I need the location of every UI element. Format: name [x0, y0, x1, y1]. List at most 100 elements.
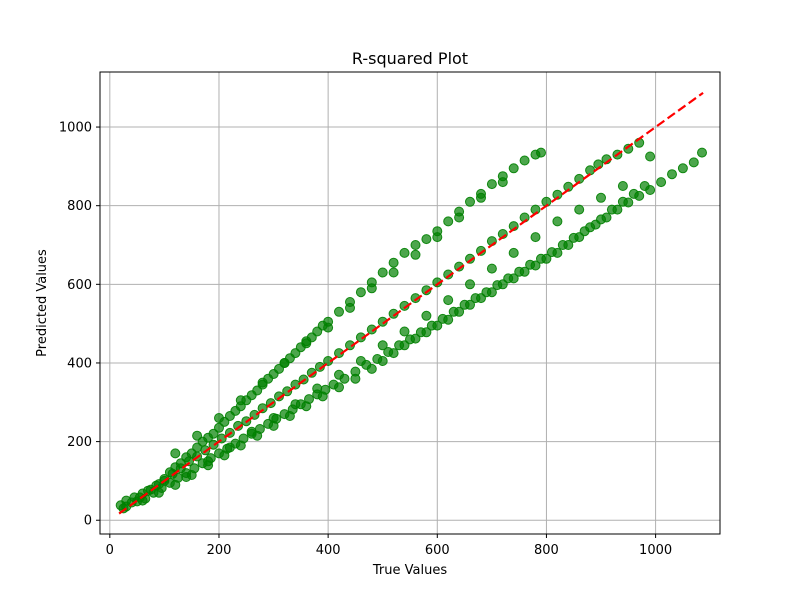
scatter-point — [443, 295, 454, 306]
scatter-point — [536, 147, 546, 158]
x-axis-label: True Values — [372, 563, 447, 578]
scatter-point — [377, 356, 388, 366]
scatter-point — [552, 216, 563, 227]
scatter-point — [574, 204, 585, 215]
scatter-point — [399, 340, 410, 351]
scatter-point — [667, 169, 677, 180]
scatter-point — [617, 196, 628, 207]
scatter-point — [268, 413, 279, 423]
scatter-point — [410, 249, 421, 260]
scatter-point — [541, 253, 552, 264]
scatter-point — [377, 267, 388, 278]
scatter-point — [355, 356, 366, 366]
scatter-point — [355, 287, 366, 298]
x-tick-label: 200 — [207, 543, 232, 558]
scatter-point — [486, 263, 497, 274]
scatter-point — [399, 247, 410, 258]
scatter-point — [246, 426, 257, 437]
scatter-point — [301, 401, 312, 412]
reference-line — [118, 91, 704, 515]
scatter-point — [552, 247, 563, 258]
scatter-point — [257, 377, 268, 388]
scatter-point — [377, 340, 388, 351]
scatter-point — [574, 232, 585, 243]
scatter-point — [508, 273, 519, 284]
scatter-point — [454, 212, 465, 223]
scatter-point — [645, 151, 656, 162]
scatter-point — [334, 382, 344, 393]
scatter-point — [421, 310, 432, 321]
plot-frame — [99, 71, 721, 535]
y-tick-label: 400 — [67, 356, 92, 371]
scatter-point — [312, 383, 323, 394]
scatter-point — [421, 327, 432, 338]
scatter-point — [465, 299, 475, 310]
scatter-point — [214, 413, 224, 423]
y-tick-label: 600 — [67, 278, 92, 293]
y-axis-ticks: 0 200 400 600 800 1000 — [59, 121, 100, 529]
chart-title: R-squared Plot — [352, 49, 468, 68]
scatter-point — [235, 440, 246, 451]
scatter-point — [443, 314, 454, 325]
scatter-point — [170, 479, 181, 490]
x-tick-label: 0 — [106, 543, 114, 558]
scatter-point — [617, 181, 628, 191]
scatter-point — [366, 283, 377, 294]
scatter-point — [656, 177, 667, 188]
scatter-point — [410, 333, 421, 344]
x-tick-label: 600 — [425, 543, 450, 558]
scatter-point — [677, 163, 688, 174]
scatter-point — [181, 472, 192, 482]
scatter-point — [486, 179, 497, 190]
x-axis-ticks: 0 200 400 600 800 1000 — [106, 534, 672, 558]
scatter-point — [596, 214, 606, 225]
scatter-point — [432, 232, 443, 243]
scatter-point — [628, 188, 639, 199]
scatter-point — [465, 279, 475, 290]
scatter-point — [301, 338, 312, 349]
y-axis-label: Predicted Values — [35, 249, 50, 357]
scatter-point — [697, 147, 707, 158]
scatter-point — [508, 247, 519, 258]
scatter-point — [399, 326, 410, 337]
scatter-point — [170, 448, 181, 459]
scatter-point — [432, 320, 443, 331]
scatter-point — [585, 222, 596, 233]
y-tick-label: 1000 — [59, 121, 92, 136]
scatter-point — [552, 189, 563, 200]
scatter-point — [350, 373, 361, 384]
scatter-point — [290, 399, 301, 410]
scatter-point — [279, 358, 290, 368]
scatter-point — [235, 395, 246, 406]
scatter-point — [345, 302, 355, 313]
scatter-point — [323, 322, 334, 333]
scatter-point — [530, 232, 541, 243]
scatter-point — [366, 363, 377, 374]
scatter-point — [282, 386, 293, 397]
scatter-point — [519, 266, 530, 277]
scatter-point — [421, 234, 432, 245]
scatter-point — [219, 450, 230, 461]
scatter-point — [410, 240, 421, 250]
scatter-point — [317, 391, 328, 402]
y-tick-label: 200 — [67, 435, 92, 450]
scatter-point — [334, 306, 344, 317]
scatter-point — [508, 163, 519, 174]
scatter-point — [606, 204, 617, 215]
scatter-point — [497, 177, 508, 188]
scatter-point — [284, 411, 295, 421]
y-tick-label: 800 — [67, 199, 92, 214]
x-tick-label: 400 — [316, 543, 341, 558]
scatter-point — [623, 143, 634, 154]
scatter-point — [388, 257, 399, 268]
scatter-point — [476, 192, 486, 203]
scatter-point — [639, 181, 650, 191]
y-tick-label: 0 — [84, 514, 92, 529]
scatter-point — [153, 487, 164, 498]
scatter-point — [454, 306, 465, 317]
scatter-point — [203, 456, 214, 467]
scatter-point — [497, 279, 508, 290]
scatter-point — [519, 155, 530, 166]
scatter-point — [388, 348, 399, 359]
